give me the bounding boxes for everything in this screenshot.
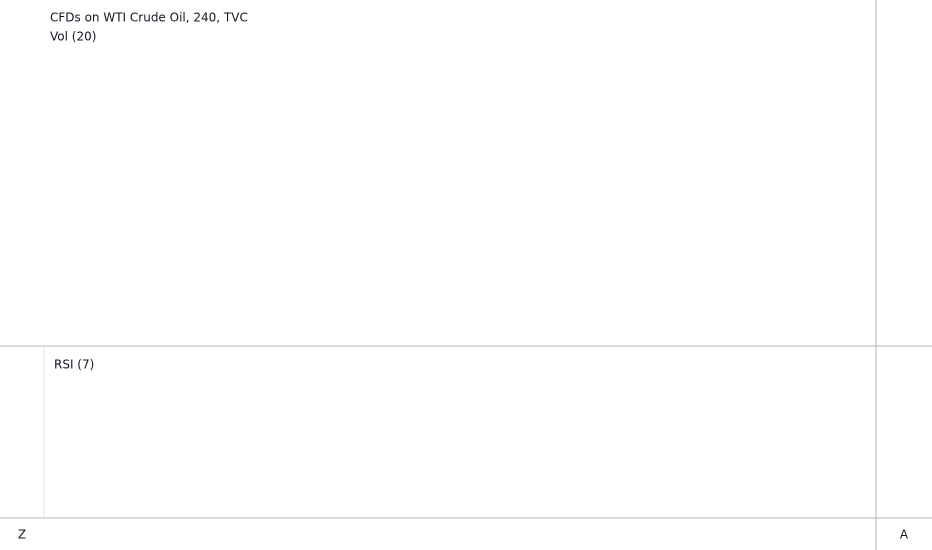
button[interactable]: A	[900, 528, 909, 542]
chart-title: CFDs on WTI Crude Oil, 240, TVC	[50, 11, 248, 25]
rsi-legend: RSI (7)	[54, 358, 94, 372]
button[interactable]: Z	[18, 528, 26, 542]
volume-legend: Vol (20)	[50, 30, 96, 44]
